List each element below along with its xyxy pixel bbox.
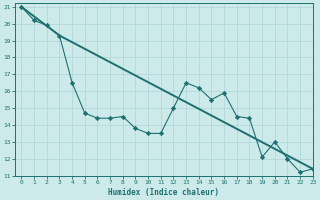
X-axis label: Humidex (Indice chaleur): Humidex (Indice chaleur) — [108, 188, 220, 197]
